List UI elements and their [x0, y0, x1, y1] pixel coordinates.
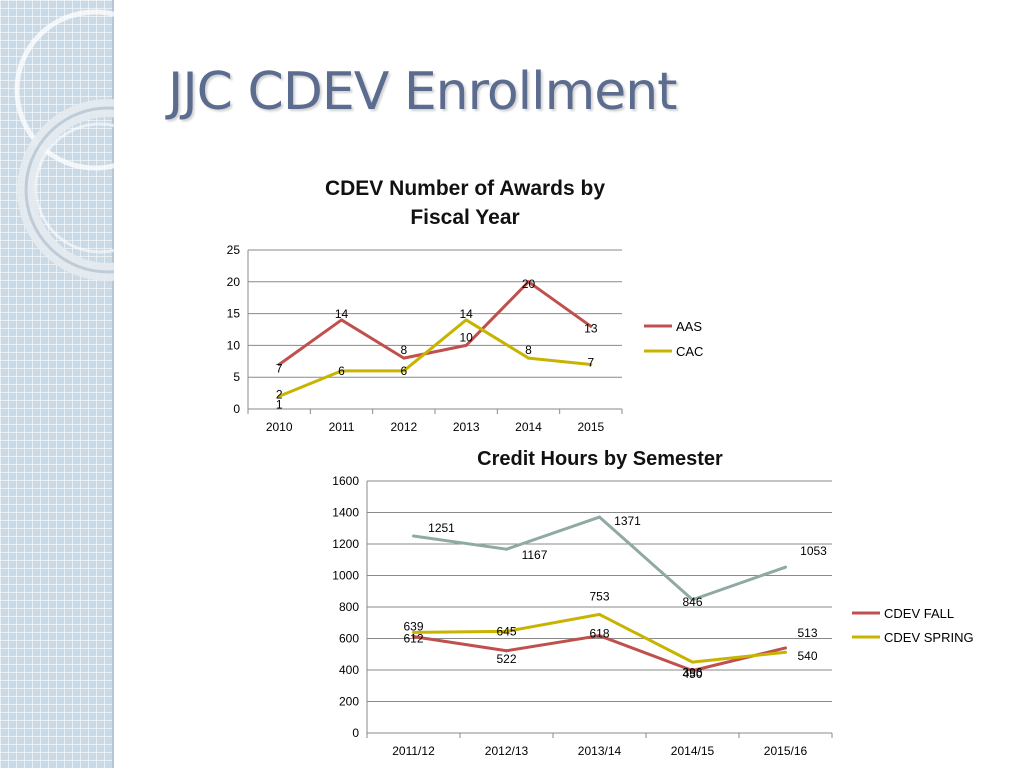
awards-y-tick-label: 15 [227, 307, 241, 321]
credit-hours-series-total-line [413, 515, 786, 602]
credit-hours-data-label: 1167 [522, 548, 548, 562]
credit-hours-x-tick-label: 2015/16 [764, 744, 808, 758]
awards-chart-title-line-2: Fiscal Year [410, 206, 520, 229]
credit-hours-data-point [784, 565, 787, 569]
credit-hours-y-tick-label: 1400 [332, 506, 359, 520]
credit-hours-series-cdev-fall-line [413, 634, 786, 673]
awards-x-tick-label: 2015 [577, 420, 604, 434]
credit-hours-data-label: 522 [496, 652, 516, 666]
awards-y-tick-label: 10 [227, 338, 241, 352]
awards-data-label: 7 [276, 361, 283, 375]
awards-data-point [402, 356, 406, 360]
awards-x-tick-label: 2013 [453, 420, 480, 434]
awards-data-label: 20 [522, 277, 536, 291]
awards-data-point [277, 362, 281, 366]
awards-x-tick-label: 2014 [515, 420, 542, 434]
credit-hours-data-label: 540 [797, 649, 817, 663]
awards-chart-title: CDEV Number of Awards by Fiscal Year [270, 174, 660, 232]
awards-x-tick-label: 2010 [266, 420, 293, 434]
decorative-rings [14, 9, 114, 281]
credit-hours-data-point [505, 649, 508, 653]
slide-title: JJC CDEV Enrollment [168, 62, 678, 122]
awards-data-label: 1 [276, 398, 283, 412]
credit-hours-y-tick-label: 1600 [332, 474, 359, 488]
credit-hours-data-point [598, 634, 601, 638]
awards-y-tick-label: 0 [233, 402, 240, 416]
awards-data-point [402, 369, 406, 373]
credit-hours-data-point [691, 660, 694, 664]
awards-data-label: 14 [459, 307, 473, 321]
credit-hours-x-tick-label: 2014/15 [671, 744, 715, 758]
credit-hours-data-point [412, 534, 415, 538]
credit-hours-y-tick-label: 200 [339, 695, 359, 709]
credit-hours-y-tick-label: 400 [339, 663, 359, 677]
awards-data-label: 6 [400, 364, 407, 378]
awards-series-aas-line [278, 280, 592, 366]
awards-data-label: 7 [587, 355, 594, 369]
awards-data-label: 14 [335, 307, 349, 321]
awards-data-point [464, 318, 468, 322]
credit-hours-data-label: 753 [589, 589, 609, 603]
credit-hours-data-point [598, 515, 601, 519]
awards-data-label: 6 [338, 364, 345, 378]
credit-hours-data-label: 396 [682, 666, 702, 680]
credit-hours-data-label: 612 [403, 632, 423, 646]
credit-hours-x-tick-label: 2011/12 [392, 744, 435, 758]
credit-hours-data-label: 639 [403, 619, 423, 633]
awards-data-label: 8 [525, 343, 532, 357]
awards-data-label: 10 [459, 330, 473, 344]
awards-x-tick-label: 2011 [329, 420, 355, 434]
credit-hours-legend-label: CDEV FALL [884, 606, 954, 621]
credit-hours-data-point [691, 669, 694, 673]
awards-chart-title-line-1: CDEV Number of Awards by [324, 177, 606, 200]
credit-hours-data-point [784, 650, 787, 654]
awards-x-tick-label: 2012 [390, 420, 417, 434]
awards-data-label: 8 [400, 343, 407, 357]
credit-hours-data-point [691, 598, 694, 602]
awards-y-tick-label: 5 [233, 370, 240, 384]
awards-data-point [464, 343, 468, 347]
awards-series-cac-line [278, 318, 591, 398]
credit-hours-x-tick-label: 2012/13 [485, 744, 529, 758]
credit-hours-data-point [784, 646, 787, 650]
awards-data-point [589, 362, 593, 366]
credit-hours-data-label: 513 [797, 626, 817, 640]
awards-data-point [277, 394, 281, 398]
credit-hours-x-tick-label: 2013/14 [578, 744, 622, 758]
awards-data-point [527, 280, 530, 284]
awards-legend-label: AAS [676, 319, 702, 334]
credit-hours-legend-label: CDEV SPRING [884, 630, 974, 645]
awards-data-label: 13 [584, 321, 598, 335]
credit-hours-data-label: 450 [682, 667, 702, 681]
credit-hours-data-point [598, 612, 601, 616]
decorative-side-panel [0, 0, 114, 768]
credit-hours-y-tick-label: 0 [352, 726, 359, 740]
awards-y-tick-label: 20 [227, 275, 241, 289]
credit-hours-data-label: 1053 [800, 544, 827, 558]
awards-data-point [340, 318, 343, 322]
credit-hours-data-point [505, 629, 508, 633]
credit-hours-y-tick-label: 1200 [332, 537, 359, 551]
credit-hours-y-tick-label: 800 [339, 600, 359, 614]
credit-hours-data-label: 1371 [614, 514, 641, 528]
credit-hours-data-point [505, 547, 508, 551]
credit-hours-data-label: 618 [589, 627, 609, 641]
credit-hours-data-label: 645 [496, 624, 516, 638]
credit-hours-chart-title: Credit Hours by Semester [477, 448, 723, 470]
credit-hours-data-point [412, 630, 415, 634]
credit-hours-data-label: 1251 [428, 521, 455, 535]
awards-legend-label: CAC [676, 344, 703, 359]
credit-hours-data-label: 846 [682, 595, 702, 609]
awards-y-tick-label: 25 [227, 243, 241, 257]
awards-data-label: 2 [276, 387, 283, 401]
credit-hours-data-point [412, 635, 415, 639]
awards-data-point [589, 324, 593, 328]
credit-hours-y-tick-label: 1000 [332, 569, 359, 583]
credit-hours-y-tick-label: 600 [339, 632, 359, 646]
awards-data-point [527, 356, 530, 360]
awards-data-point [340, 369, 343, 373]
